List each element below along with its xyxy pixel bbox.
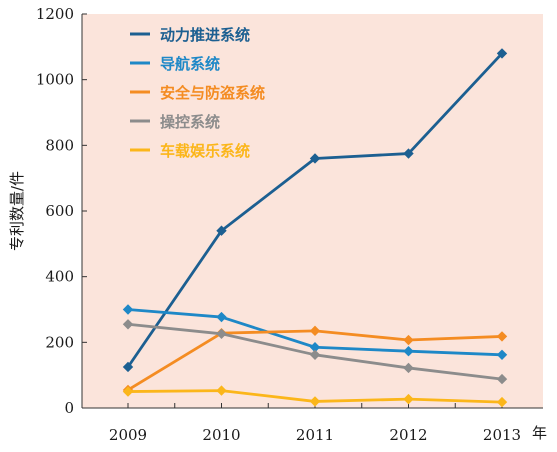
legend-label: 导航系统 xyxy=(160,55,220,73)
data-point-marker xyxy=(403,345,414,357)
data-point-marker xyxy=(496,48,508,59)
data-point-marker xyxy=(122,386,134,397)
data-point-marker xyxy=(216,225,227,236)
data-point-marker xyxy=(403,393,414,405)
data-point-marker xyxy=(309,342,321,353)
y-tick-label: 800 xyxy=(45,136,74,154)
data-point-marker xyxy=(496,373,508,385)
data-point-marker xyxy=(309,153,321,164)
data-point-marker xyxy=(216,311,227,323)
data-point-marker xyxy=(122,304,134,315)
x-tick-label: 2010 xyxy=(202,426,240,444)
data-point-marker xyxy=(309,396,321,407)
x-tick-label: 2013 xyxy=(483,426,521,444)
legend-label: 动力推进系统 xyxy=(160,26,250,44)
x-axis-unit-label: 年 xyxy=(532,424,547,442)
data-point-marker xyxy=(309,349,321,361)
y-tick-label: 600 xyxy=(45,202,74,220)
data-point-marker xyxy=(496,331,508,342)
y-tick-label: 0 xyxy=(64,399,74,417)
data-point-marker xyxy=(403,362,414,374)
data-point-marker xyxy=(122,361,134,373)
data-point-marker xyxy=(216,385,227,396)
data-point-marker xyxy=(122,319,134,330)
data-point-marker xyxy=(216,328,227,339)
y-tick-label: 1200 xyxy=(36,5,74,23)
data-point-marker xyxy=(496,349,508,361)
y-tick-label: 400 xyxy=(45,268,74,286)
x-tick-label: 2011 xyxy=(296,426,334,444)
legend-label: 安全与防盗系统 xyxy=(160,84,265,102)
x-tick-label: 2009 xyxy=(109,426,147,444)
data-point-marker xyxy=(403,148,414,159)
data-point-marker xyxy=(309,325,321,337)
plot-area xyxy=(82,14,543,408)
legend-label: 操控系统 xyxy=(160,113,220,131)
legend-label: 车载娱乐系统 xyxy=(160,142,250,160)
data-point-marker xyxy=(496,396,508,408)
y-axis-label: 专利数量/件 xyxy=(8,171,26,251)
y-tick-label: 200 xyxy=(45,333,74,351)
y-tick-label: 1000 xyxy=(36,71,74,89)
x-tick-label: 2012 xyxy=(389,426,427,444)
data-point-marker xyxy=(403,334,414,346)
